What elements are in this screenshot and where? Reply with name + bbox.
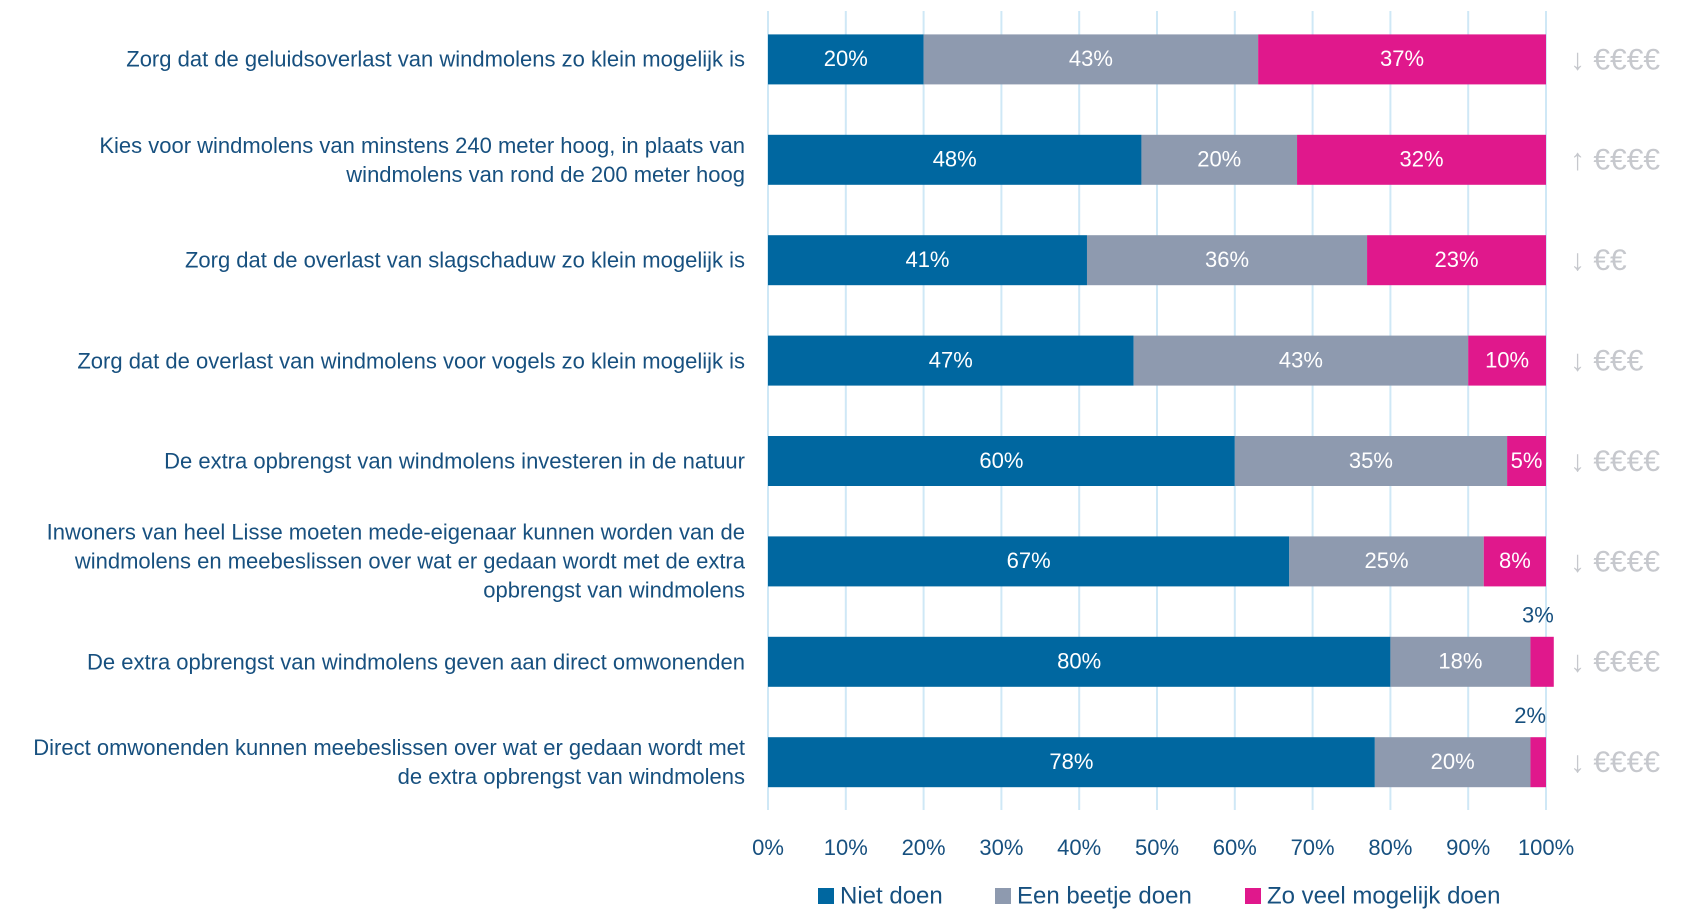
category-label: De extra opbrengst van windmolens invest… bbox=[164, 448, 745, 474]
value-label: 37% bbox=[1380, 46, 1424, 71]
bar-segment bbox=[768, 737, 1375, 788]
bar-segment bbox=[1234, 436, 1508, 486]
cost-annotation: ↑ €€€€ bbox=[1570, 144, 1660, 177]
cost-annotation: ↓ €€€€ bbox=[1570, 746, 1660, 779]
value-label: 43% bbox=[1069, 46, 1113, 71]
value-label: 18% bbox=[1438, 649, 1482, 674]
cost-annotation: ↓ €€€€ bbox=[1570, 445, 1660, 478]
cost-annotation: ↓ €€ bbox=[1570, 244, 1627, 277]
bar-segment bbox=[1530, 636, 1554, 687]
value-label: 32% bbox=[1399, 147, 1443, 172]
value-label: 48% bbox=[933, 147, 977, 172]
x-tick-label: 80% bbox=[1368, 835, 1412, 860]
value-label: 47% bbox=[929, 347, 973, 372]
x-tick-label: 50% bbox=[1135, 835, 1179, 860]
bar-segment bbox=[768, 436, 1235, 486]
value-label: 60% bbox=[979, 448, 1023, 473]
bar-segment bbox=[1367, 235, 1546, 286]
x-tick-label: 100% bbox=[1518, 835, 1574, 860]
category-label: De extra opbrengst van windmolens geven … bbox=[87, 649, 745, 675]
bar-segment bbox=[768, 134, 1142, 185]
bar-segment bbox=[768, 335, 1134, 386]
x-tick-label: 30% bbox=[979, 835, 1023, 860]
value-label: 5% bbox=[1511, 448, 1543, 473]
bar-segment bbox=[1468, 335, 1546, 386]
bar-segment bbox=[768, 536, 1290, 587]
bar-segment bbox=[1258, 34, 1546, 85]
bar-segment bbox=[1374, 737, 1531, 788]
cost-annotation: ↓ €€€€ bbox=[1570, 545, 1660, 578]
value-label: 80% bbox=[1057, 649, 1101, 674]
legend-label: Een beetje doen bbox=[1017, 882, 1192, 909]
bar-segment bbox=[923, 34, 1259, 85]
category-label: Zorg dat de geluidsoverlast van windmole… bbox=[126, 46, 745, 72]
bar-segment bbox=[1289, 536, 1484, 587]
cost-annotation: ↓ €€€€ bbox=[1570, 646, 1660, 679]
value-label: 20% bbox=[1431, 749, 1475, 774]
value-label: 36% bbox=[1205, 247, 1249, 272]
value-label: 10% bbox=[1485, 347, 1529, 372]
value-label: 8% bbox=[1499, 548, 1531, 573]
x-tick-label: 70% bbox=[1291, 835, 1335, 860]
value-label: 67% bbox=[1007, 548, 1051, 573]
bar-segment bbox=[768, 235, 1087, 286]
category-label: Zorg dat de overlast van slagschaduw zo … bbox=[184, 247, 745, 273]
legend-swatch bbox=[818, 888, 834, 904]
legend-label: Zo veel mogelijk doen bbox=[1267, 882, 1500, 909]
value-label: 20% bbox=[824, 46, 868, 71]
bar-segment bbox=[1507, 436, 1546, 486]
bar-segment bbox=[1141, 134, 1298, 185]
bar-segment bbox=[1483, 536, 1546, 587]
value-label: 78% bbox=[1049, 749, 1093, 774]
value-label: 20% bbox=[1197, 147, 1241, 172]
category-label: Zorg dat de overlast van windmolens voor… bbox=[77, 348, 745, 374]
value-label: 2% bbox=[1514, 703, 1546, 728]
x-tick-label: 20% bbox=[902, 835, 946, 860]
bar-segment bbox=[1390, 636, 1531, 687]
x-tick-label: 0% bbox=[752, 835, 784, 860]
legend-label: Niet doen bbox=[840, 882, 943, 909]
value-label: 3% bbox=[1522, 603, 1554, 628]
x-tick-label: 10% bbox=[824, 835, 868, 860]
legend-swatch bbox=[995, 888, 1011, 904]
x-tick-label: 60% bbox=[1213, 835, 1257, 860]
legend-swatch bbox=[1245, 888, 1261, 904]
value-label: 41% bbox=[905, 247, 949, 272]
value-label: 23% bbox=[1435, 247, 1479, 272]
x-tick-label: 40% bbox=[1057, 835, 1101, 860]
bar-segment bbox=[1530, 737, 1546, 788]
value-label: 43% bbox=[1279, 347, 1323, 372]
value-label: 25% bbox=[1364, 548, 1408, 573]
cost-annotation: ↓ €€€ bbox=[1570, 345, 1644, 378]
bar-segment bbox=[1297, 134, 1546, 185]
bar-segment bbox=[768, 34, 924, 85]
x-tick-label: 90% bbox=[1446, 835, 1490, 860]
category-label: Kies voor windmolens van minstens 240 me… bbox=[99, 132, 745, 187]
category-label: Inwoners van heel Lisse moeten mede-eige… bbox=[46, 519, 745, 603]
bar-segment bbox=[1086, 235, 1368, 286]
bar-segment bbox=[1133, 335, 1469, 386]
cost-annotation: ↓ €€€€ bbox=[1570, 43, 1660, 76]
bar-segment bbox=[768, 636, 1391, 687]
value-label: 35% bbox=[1349, 448, 1393, 473]
category-label: Direct omwonenden kunnen meebeslissen ov… bbox=[33, 735, 745, 790]
